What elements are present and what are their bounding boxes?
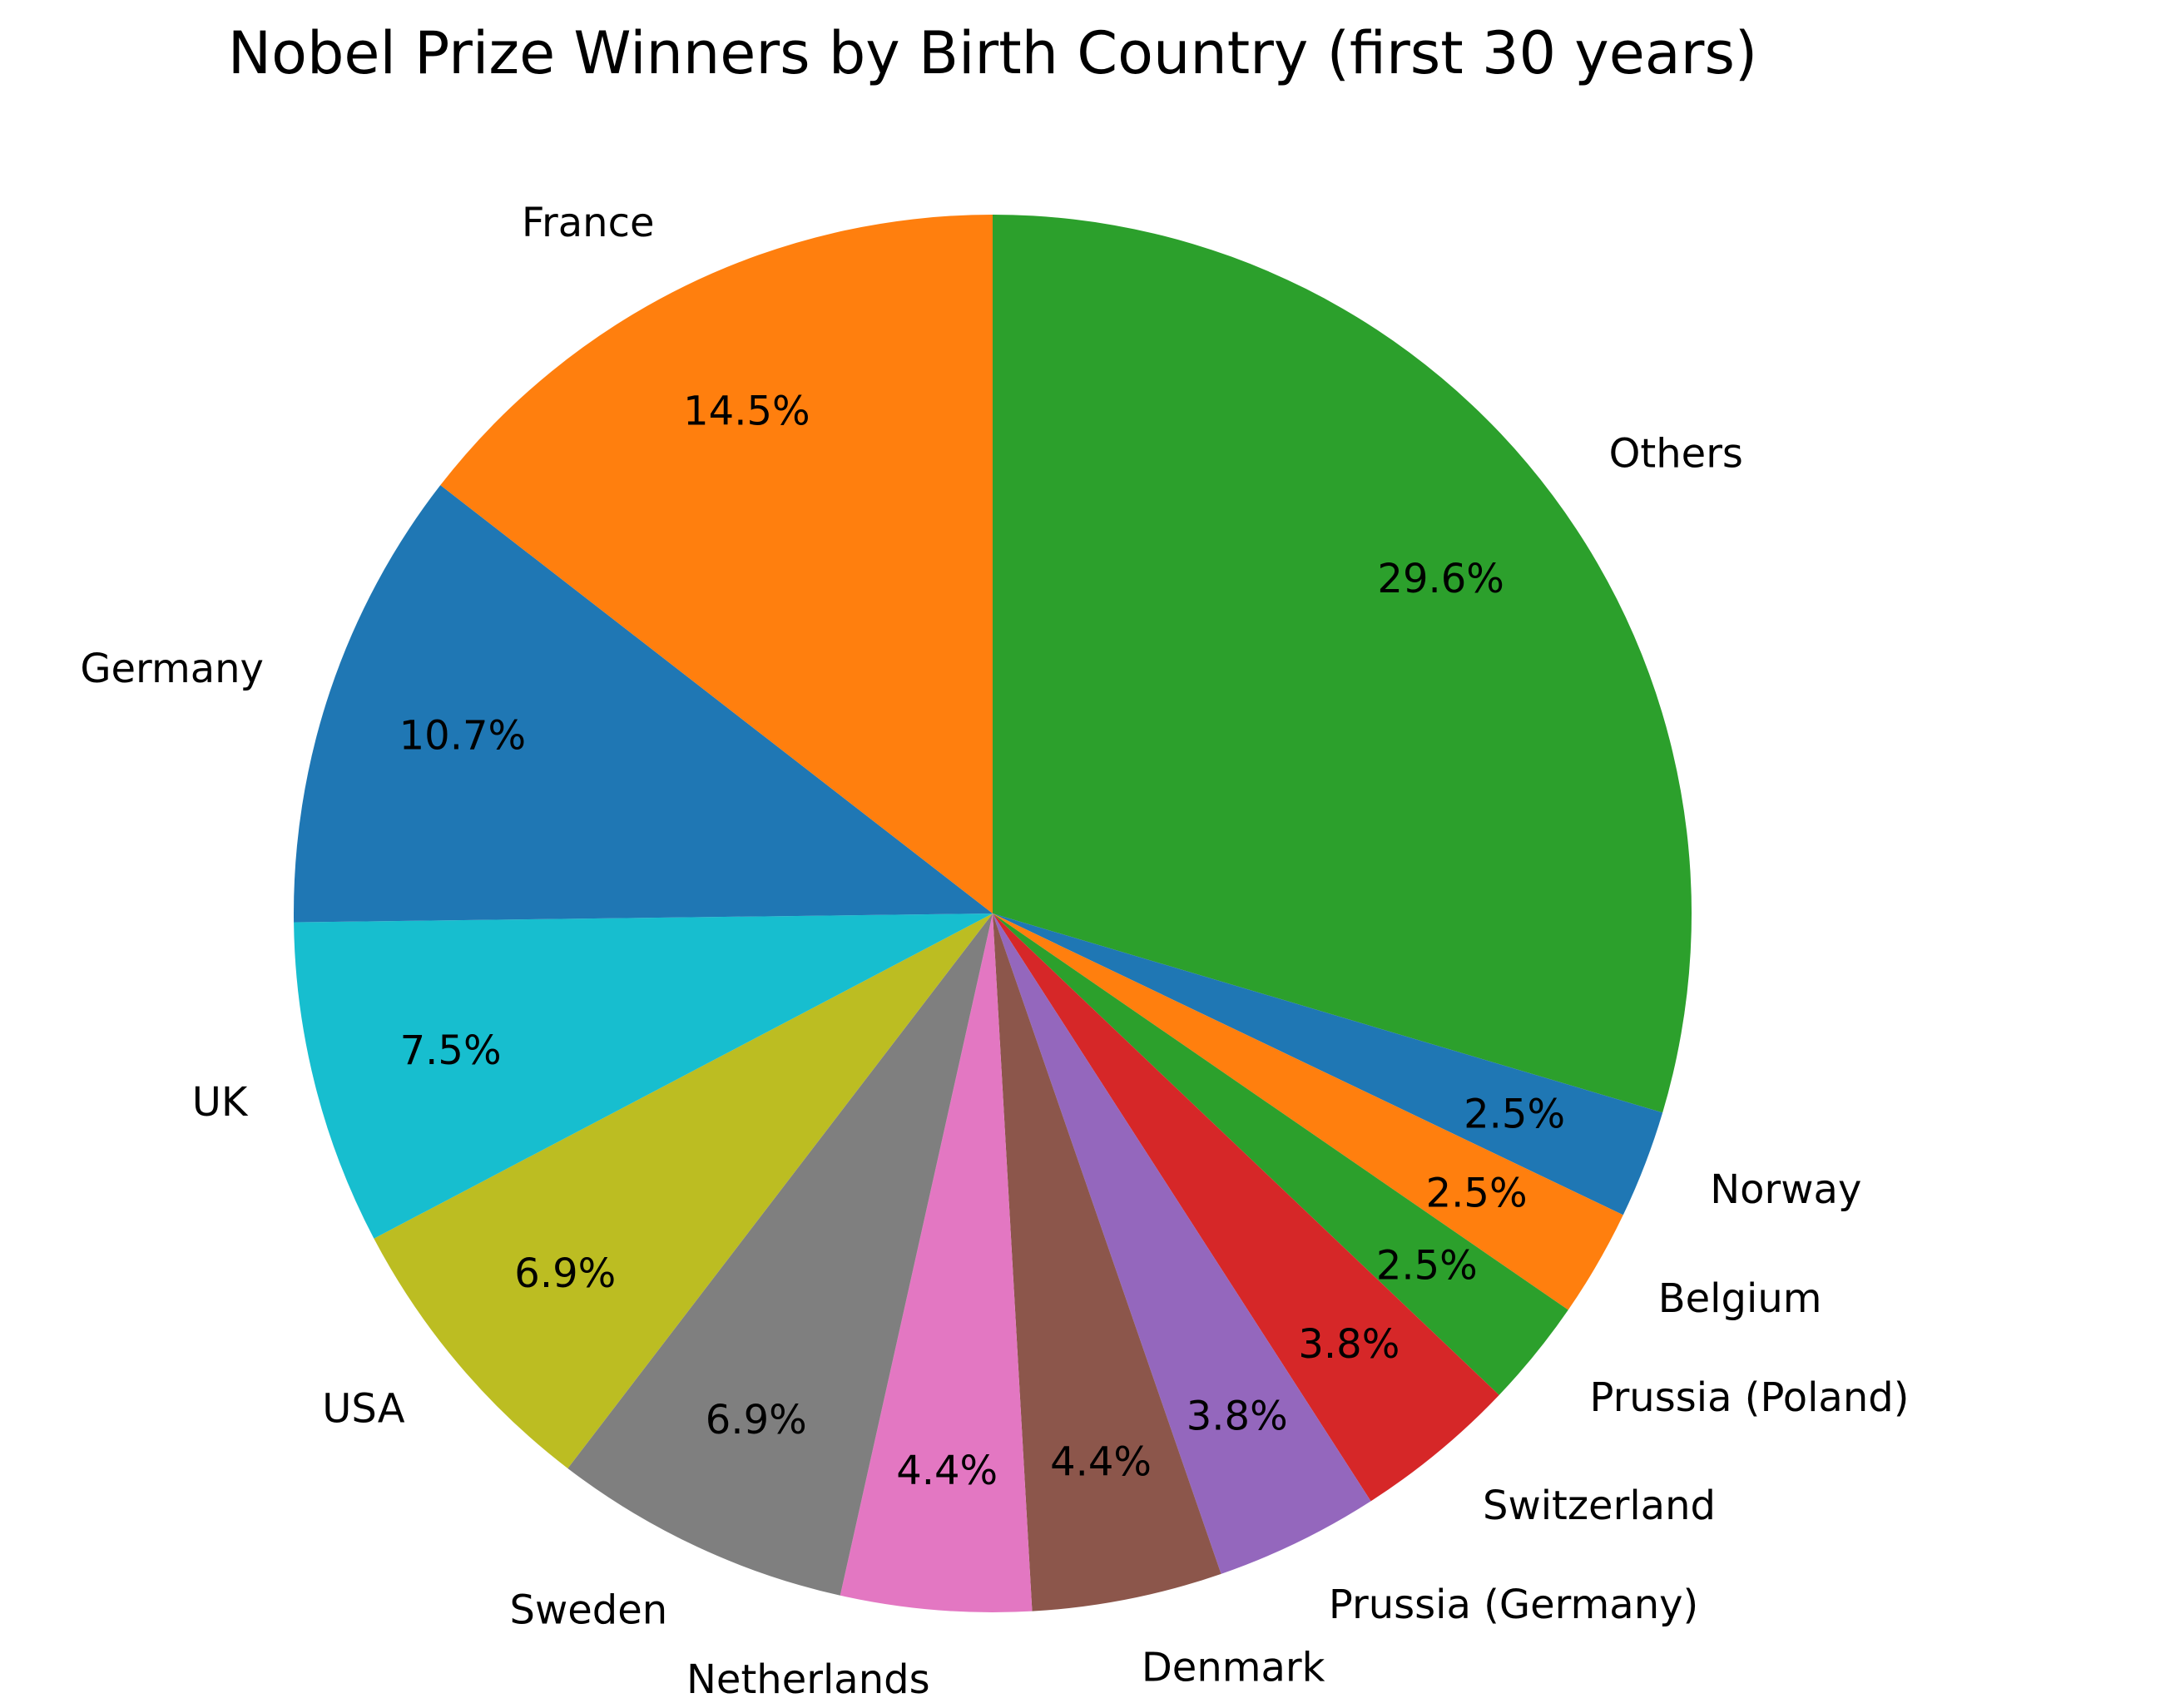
- pie-slice-prussia-poland-3: [993, 913, 1568, 1395]
- pct-label-usa: 6.9%: [514, 1250, 616, 1297]
- pie-slice-denmark-6: [993, 913, 1221, 1611]
- pct-label-france: 14.5%: [683, 389, 810, 435]
- pie-slice-prussia-germany-5: [993, 913, 1371, 1574]
- pct-label-belgium: 2.5%: [1426, 1171, 1528, 1217]
- slice-label-usa: USA: [322, 1386, 404, 1433]
- pie-slice-switzerland-4: [993, 913, 1499, 1502]
- slice-label-france: France: [522, 200, 655, 246]
- percent-labels: 29.6% 2.5% 2.5% 2.5% 3.8%3.8% 4.4% 4.4% 6.9% 6.9…: [399, 389, 1565, 1494]
- pie-slices: [294, 215, 1692, 1612]
- pct-label-denmark: 4.4%: [1050, 1438, 1152, 1485]
- pie-slice-france-12: [440, 215, 993, 913]
- slice-label-belgium: Belgium: [1658, 1275, 1822, 1322]
- pct-label-germany: 10.7%: [399, 712, 526, 759]
- slice-label-uk: UK: [192, 1079, 249, 1126]
- pie-slice-belgium-2: [993, 913, 1623, 1310]
- pie-slice-germany-11: [294, 485, 993, 923]
- pie-slice-uk-10: [294, 913, 993, 1239]
- pie-slice-usa-9: [374, 913, 993, 1468]
- slice-label-switzerland: Switzerland: [1483, 1483, 1716, 1529]
- slice-label-prussia-poland: Prussia (Poland): [1589, 1374, 1909, 1421]
- pct-label-others: 29.6%: [1377, 556, 1504, 602]
- pie-slice-norway-1: [993, 913, 1663, 1215]
- pct-label-prussia-germany: 3.8%: [1187, 1393, 1288, 1439]
- slice-labels: Others Norway Belgium Prussia (Poland) Switz…: [80, 200, 1909, 1703]
- pct-label-switzerland: 3.8%: [1298, 1321, 1400, 1368]
- slice-label-sweden: Sweden: [510, 1587, 668, 1633]
- pie-slice-netherlands-7: [840, 913, 1033, 1612]
- slice-label-netherlands: Netherlands: [686, 1656, 930, 1703]
- pct-label-norway: 2.5%: [1464, 1091, 1565, 1137]
- slice-label-prussia-germany: Prussia (Germany): [1329, 1582, 1698, 1628]
- slice-label-germany: Germany: [80, 646, 264, 692]
- slice-label-denmark: Denmark: [1142, 1645, 1325, 1691]
- slice-label-norway: Norway: [1710, 1166, 1861, 1213]
- pie-slice-sweden-8: [567, 913, 993, 1596]
- pct-label-uk: 7.5%: [400, 1027, 502, 1074]
- pct-label-prussia-poland: 2.5%: [1376, 1242, 1478, 1289]
- chart-title: Nobel Prize Winners by Birth Country (fi…: [228, 19, 1757, 87]
- pie-slice-others-0: [993, 215, 1692, 1113]
- pct-label-sweden: 6.9%: [706, 1397, 807, 1443]
- slice-label-others: Others: [1609, 431, 1743, 478]
- pct-label-netherlands: 4.4%: [896, 1448, 998, 1494]
